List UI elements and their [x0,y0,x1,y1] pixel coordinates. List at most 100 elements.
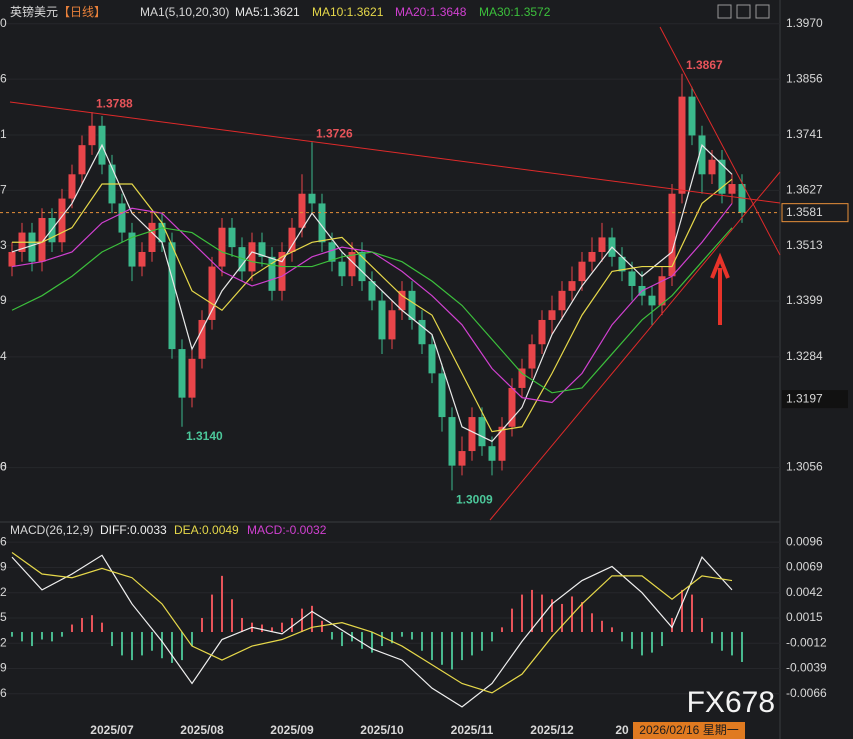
macd-bar [591,613,593,633]
candle-body [558,290,566,311]
legend-entry: DEA:0.0049 [174,523,239,537]
left-fragment: 7 [0,182,7,196]
left-fragment: 0 [0,16,7,30]
legend-entry: MA20:1.3648 [395,5,467,19]
y-tick-label: -0.0012 [786,635,827,649]
period: 【日线】 [58,5,106,19]
candle-body [198,319,206,359]
legend-entry: MACD:-0.0032 [247,523,327,537]
candle-body [308,193,316,204]
candle-body [508,387,516,427]
candle-body [488,446,496,461]
candle-body [28,232,36,262]
macd-bar [471,632,473,656]
candle-body [288,227,296,252]
macd-bar [221,575,223,633]
left-fragment: 4 [0,349,7,363]
left-fragment: 9 [0,293,7,307]
left-fragment: 2 [0,635,7,649]
candle-body [148,222,156,252]
candle-body [388,310,396,340]
macd-bar [261,624,263,633]
macd-bar [171,632,173,663]
y-tick-label: 1.3856 [786,71,823,85]
candle-body [718,159,726,194]
macd-bar [481,632,483,651]
candle-body [298,193,306,228]
x-tick-label: 2025/08 [180,723,224,737]
candle-body [698,135,706,175]
y-tick-label: 1.3970 [786,16,823,30]
macd-bar [651,632,653,653]
candle-body [58,198,66,243]
left-fragment: 2 [0,585,7,599]
candle-body [658,276,666,306]
macd-bar [321,620,323,633]
macd-bar [41,632,43,640]
macd-bar [411,632,413,640]
macd-bar [641,632,643,656]
macd-bar [491,632,493,642]
macd-bar [241,617,243,633]
macd-line [11,551,733,694]
tool-icon[interactable] [717,4,732,19]
x-tick-label: 2025/10 [360,723,404,737]
price-box [782,390,848,409]
macd-bar [61,632,63,637]
macd-bar [671,617,673,633]
macd-bar [451,632,453,670]
macd-bar [711,632,713,644]
macd-bar [401,632,403,637]
macd-bar [331,632,333,640]
y-tick-label: 1.3627 [786,182,823,196]
macd-bar [161,632,163,659]
candle-body [498,426,506,461]
left-fragment: 5 [0,610,7,624]
y-tick-label: 1.3399 [786,293,823,307]
candle-body [128,232,136,267]
left-fragment: 3 [0,238,7,252]
arrow [710,252,730,325]
candle-body [618,256,626,272]
candle-body [378,300,386,340]
macd-bar [511,608,513,633]
candle-body [218,227,226,267]
candle-body [568,281,576,291]
macd-bar [301,608,303,633]
candle-body [318,203,326,243]
x-tick-label: 20 [615,723,629,737]
candle-body [438,373,446,418]
candle-body [228,227,236,248]
candle-body [418,319,426,345]
left-fragment: 6 [0,534,7,548]
tool-icon[interactable] [736,4,751,19]
candle-body [258,242,266,257]
macd-bar [391,632,393,644]
y-tick-label: 1.3056 [786,460,823,474]
extreme-label: 1.3788 [96,96,133,110]
macd-bar [131,632,133,661]
macd-bar [691,594,693,633]
macd-bar [631,632,633,649]
macd-bar [91,615,93,633]
macd-bar [81,617,83,633]
candle-body [248,242,256,272]
y-tick-label: 1.3513 [786,238,823,252]
macd-bar [311,605,313,633]
candle-body [38,218,46,262]
macd-bar [721,632,723,651]
plot: 1.3970 0 1.3856 6 1.3741 1 1.3627 7 1.3513 3 1.339… [0,5,849,737]
candle-body [708,159,716,175]
macd-bar [21,632,23,642]
macd-bar [151,632,153,651]
candle-body [118,203,126,233]
legend-entry: DIFF:0.0033 [100,523,167,537]
legend-entry: MA30:1.3572 [479,5,551,19]
trend-line [9,101,781,204]
candle-body [578,261,586,282]
candle-body [518,368,526,388]
candle-body [478,417,486,447]
candle-body [238,247,246,272]
tool-icon[interactable] [755,4,770,19]
